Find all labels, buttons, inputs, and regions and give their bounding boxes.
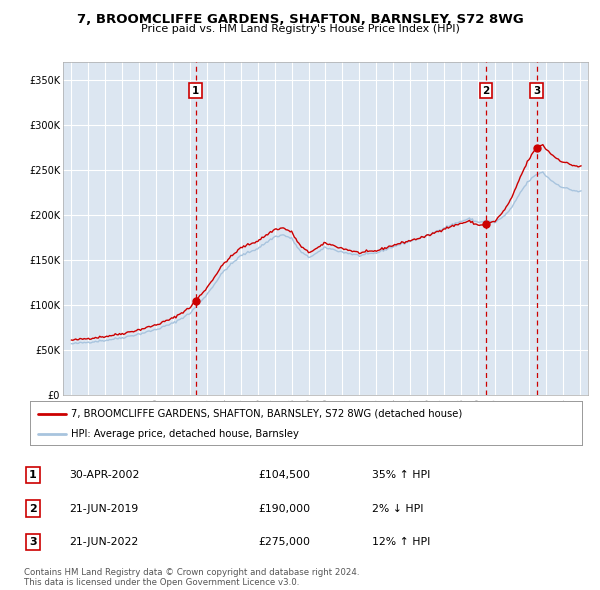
- Text: HPI: Average price, detached house, Barnsley: HPI: Average price, detached house, Barn…: [71, 430, 299, 440]
- Text: 3: 3: [533, 86, 541, 96]
- Text: Price paid vs. HM Land Registry's House Price Index (HPI): Price paid vs. HM Land Registry's House …: [140, 25, 460, 34]
- Text: 1: 1: [29, 470, 37, 480]
- Text: 7, BROOMCLIFFE GARDENS, SHAFTON, BARNSLEY, S72 8WG (detached house): 7, BROOMCLIFFE GARDENS, SHAFTON, BARNSLE…: [71, 409, 463, 418]
- Text: 1: 1: [192, 86, 199, 96]
- Text: Contains HM Land Registry data © Crown copyright and database right 2024.
This d: Contains HM Land Registry data © Crown c…: [24, 568, 359, 587]
- Text: 12% ↑ HPI: 12% ↑ HPI: [372, 537, 430, 546]
- Text: 3: 3: [29, 537, 37, 546]
- Text: 2: 2: [29, 504, 37, 513]
- Text: 30-APR-2002: 30-APR-2002: [69, 470, 139, 480]
- Text: 2% ↓ HPI: 2% ↓ HPI: [372, 504, 424, 513]
- Text: 7, BROOMCLIFFE GARDENS, SHAFTON, BARNSLEY, S72 8WG: 7, BROOMCLIFFE GARDENS, SHAFTON, BARNSLE…: [77, 13, 523, 26]
- Text: £275,000: £275,000: [258, 537, 310, 546]
- Text: 35% ↑ HPI: 35% ↑ HPI: [372, 470, 430, 480]
- Text: 21-JUN-2019: 21-JUN-2019: [69, 504, 138, 513]
- Text: £190,000: £190,000: [258, 504, 310, 513]
- Text: £104,500: £104,500: [258, 470, 310, 480]
- Text: 2: 2: [482, 86, 490, 96]
- Text: 21-JUN-2022: 21-JUN-2022: [69, 537, 138, 546]
